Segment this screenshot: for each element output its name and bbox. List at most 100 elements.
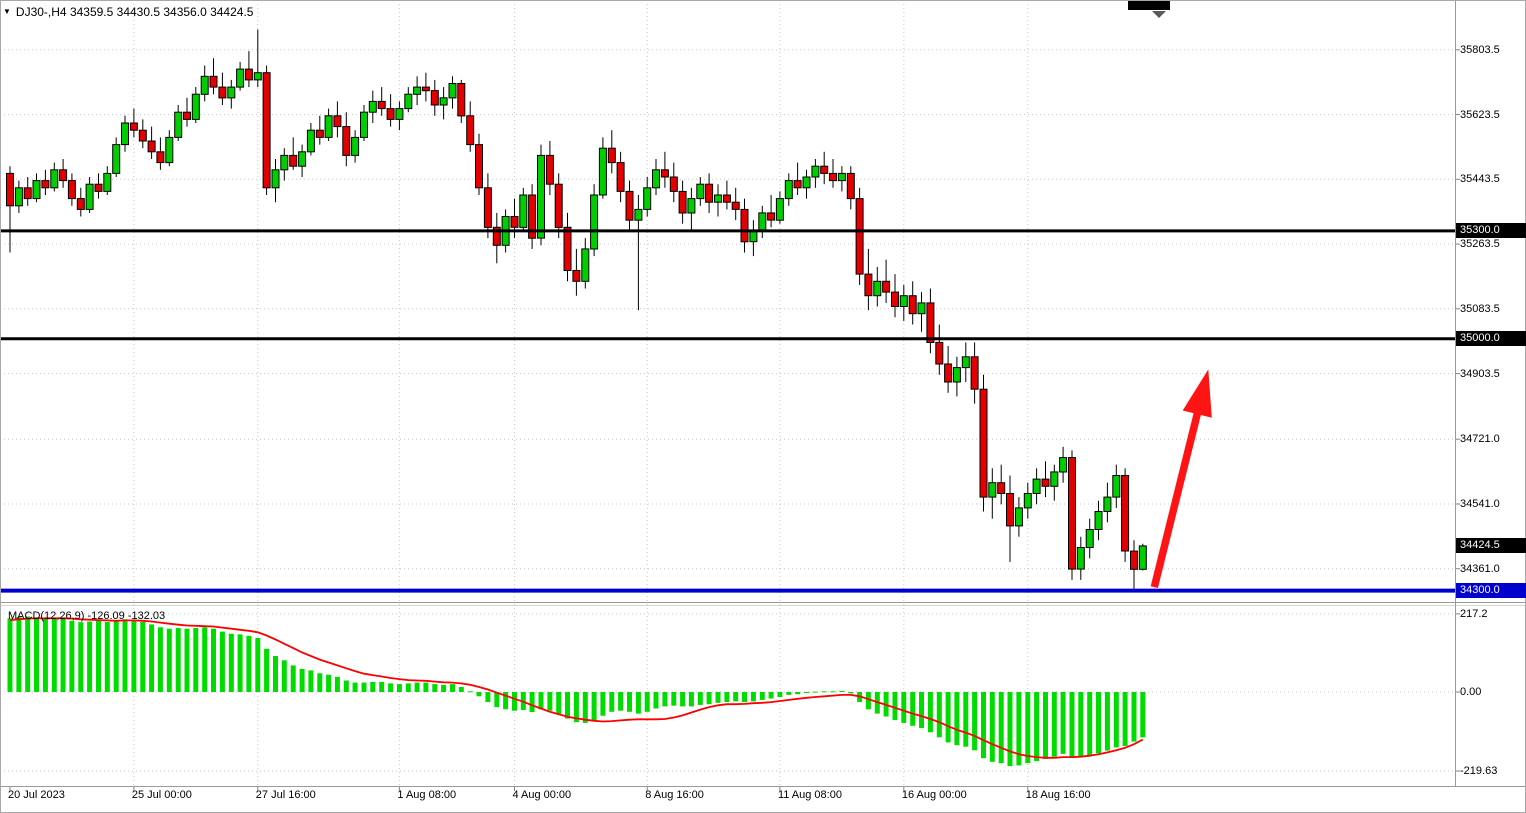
- candle-body: [1006, 493, 1014, 527]
- macd-histogram-bar: [697, 692, 703, 705]
- macd-histogram-bar: [476, 692, 482, 697]
- time-axis-label: 18 Aug 16:00: [1025, 789, 1091, 801]
- candle-body: [678, 190, 687, 214]
- macd-histogram-bar: [600, 692, 606, 716]
- macd-histogram-bar: [51, 617, 57, 692]
- macd-histogram-bar: [812, 691, 818, 693]
- macd-histogram-bar: [361, 682, 367, 692]
- time-axis-label: 11 Aug 08:00: [777, 789, 842, 801]
- candle-body: [625, 190, 634, 221]
- macd-histogram-bar: [618, 692, 624, 711]
- candle-body: [262, 72, 271, 189]
- candle-body: [112, 144, 121, 174]
- macd-histogram-bar: [565, 692, 570, 719]
- candle-body: [41, 180, 50, 189]
- macd-histogram-bar: [1060, 692, 1066, 754]
- macd-histogram-bar: [317, 673, 323, 692]
- macd-histogram-bar: [246, 635, 252, 692]
- macd-indicator-label: MACD(12,26,9) -126.09 -132.03: [8, 610, 166, 622]
- macd-histogram-bar: [16, 617, 22, 692]
- macd-histogram-bar: [467, 691, 473, 693]
- collapse-triangle-icon[interactable]: ▼: [3, 7, 11, 16]
- candle-body: [846, 172, 855, 200]
- candle-body: [864, 273, 873, 297]
- candle-body: [758, 212, 767, 232]
- candle-body: [554, 183, 563, 228]
- macd-histogram-bar: [1069, 692, 1075, 757]
- macd-histogram-bar: [175, 628, 181, 692]
- macd-histogram-bar: [166, 628, 172, 692]
- macd-histogram-bar: [998, 692, 1004, 764]
- candle-body: [705, 183, 714, 203]
- macd-histogram-bar: [1051, 692, 1057, 757]
- macd-histogram-bar: [680, 692, 686, 707]
- candle-body: [129, 122, 138, 131]
- candle-body: [899, 295, 908, 308]
- macd-histogram-bar: [839, 690, 845, 692]
- candle-body: [802, 176, 811, 189]
- macd-histogram-bar: [556, 692, 562, 715]
- macd-histogram-bar: [25, 616, 31, 692]
- candle-body: [165, 136, 174, 164]
- macd-histogram-bar: [1087, 692, 1093, 756]
- candle-body: [76, 198, 85, 210]
- candle-body: [660, 169, 669, 178]
- macd-histogram-bar: [131, 620, 137, 692]
- macd-histogram-bar: [759, 692, 765, 700]
- macd-histogram-bar: [273, 656, 278, 692]
- macd-histogram-bar: [113, 620, 119, 692]
- price-axis[interactable]: 35803.5 35623.5 35443.5 35263.5 35083.5 34903…: [1456, 0, 1526, 786]
- macd-histogram-bar: [7, 618, 13, 692]
- candle-body: [988, 482, 997, 498]
- candle-body: [970, 356, 979, 390]
- macd-histogram-bar: [458, 687, 464, 692]
- candle-body: [687, 198, 696, 214]
- macd-histogram-bar: [1025, 692, 1031, 764]
- macd-histogram-bar: [715, 692, 721, 703]
- chart-title: DJ30-,H4 34359.5 34430.5 34356.0 34424.5: [15, 5, 254, 19]
- candle-body: [572, 270, 581, 282]
- candle-body: [1130, 550, 1138, 570]
- candle-body: [1068, 457, 1076, 570]
- candle-body: [908, 295, 917, 315]
- macd-histogram-bar: [202, 627, 208, 692]
- chart-shift-marker[interactable]: [1152, 11, 1166, 18]
- price-axis-label: 34541.0: [1460, 497, 1500, 510]
- macd-histogram-bar: [352, 682, 358, 692]
- candle-body: [448, 83, 457, 99]
- candle-body: [315, 129, 324, 138]
- macd-histogram-bar: [795, 692, 801, 695]
- candle-body: [32, 180, 41, 200]
- candle-body: [421, 86, 430, 92]
- price-axis-label: 34361.0: [1460, 562, 1500, 575]
- macd-histogram-bar: [441, 684, 447, 692]
- candle-body: [696, 183, 705, 200]
- candle-body: [404, 93, 413, 110]
- time-axis[interactable]: 20 Jul 2023 25 Jul 00:00 27 Jul 16:00 1 Aug…: [0, 789, 1456, 809]
- macd-histogram-bar: [140, 621, 146, 692]
- candle-body: [528, 194, 537, 239]
- candle-body: [961, 356, 970, 369]
- trend-arrow-head[interactable]: [1182, 369, 1212, 418]
- price-badge: 34424.5: [1456, 538, 1526, 554]
- candle-body: [492, 226, 501, 246]
- trend-arrow-shaft[interactable]: [1150, 407, 1203, 589]
- macd-histogram-bar: [989, 692, 995, 762]
- candle-body: [952, 367, 961, 383]
- candle-body: [855, 198, 864, 275]
- macd-histogram-bar: [671, 692, 677, 706]
- macd-histogram-bar: [1016, 692, 1022, 766]
- macd-histogram-bar: [228, 633, 234, 692]
- candle-body: [457, 83, 466, 117]
- candle-body: [14, 187, 23, 207]
- candle-body: [873, 280, 882, 297]
- macd-histogram-bar: [432, 684, 438, 692]
- macd-histogram-bar: [901, 692, 907, 723]
- time-axis-label: 16 Aug 00:00: [901, 789, 967, 801]
- candle-body: [183, 111, 191, 120]
- candle-body: [174, 111, 183, 138]
- macd-histogram-bar: [184, 628, 190, 692]
- candle-body: [944, 363, 953, 383]
- macd-histogram-bar: [396, 684, 402, 692]
